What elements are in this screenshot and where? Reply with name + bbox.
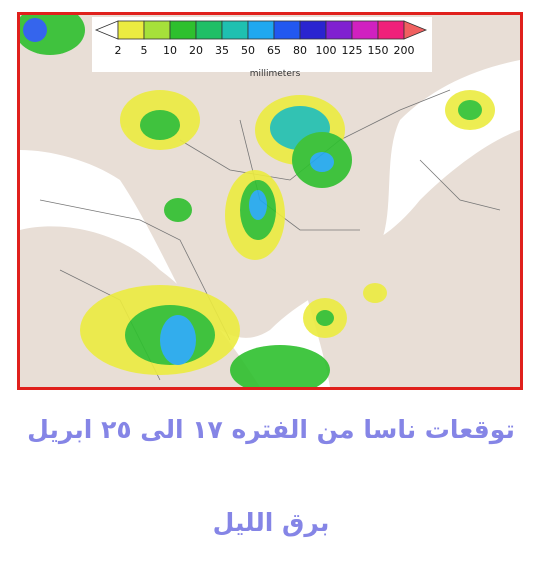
legend-unit: millimeters <box>250 69 301 79</box>
legend-label: 20 <box>189 44 203 57</box>
legend-label: 2 <box>115 44 122 57</box>
legend-label: 150 <box>368 44 389 57</box>
legend-swatch <box>117 20 145 40</box>
caption-title: توقعات ناسا من الفتره ١٧ الى ٢٥ ابريل <box>27 415 515 444</box>
legend-label: 50 <box>241 44 255 57</box>
map: 2 5 10 20 35 50 65 80 100 125 150 200 millimeters <box>17 12 523 390</box>
legend: 2 5 10 20 35 50 65 80 100 125 150 200 millimeters <box>94 20 428 79</box>
legend-label: 200 <box>394 44 415 57</box>
legend-swatch <box>195 20 223 40</box>
caption-author: برق الليل <box>212 508 330 537</box>
legend-label: 35 <box>215 44 229 57</box>
legend-swatch <box>273 20 301 40</box>
legend-swatch <box>299 20 327 40</box>
legend-label: 65 <box>267 44 281 57</box>
legend-arrow-high <box>403 20 428 40</box>
legend-label: 80 <box>293 44 307 57</box>
legend-swatch <box>247 20 275 40</box>
frame <box>17 12 523 390</box>
legend-swatch <box>351 20 379 40</box>
legend-swatch <box>169 20 197 40</box>
legend-label: 10 <box>163 44 177 57</box>
legend-label: 100 <box>316 44 337 57</box>
legend-swatch <box>325 20 353 40</box>
map-area <box>20 15 520 387</box>
legend-swatch <box>143 20 171 40</box>
legend-swatch <box>377 20 405 40</box>
legend-label: 5 <box>141 44 148 57</box>
legend-swatch <box>221 20 249 40</box>
legend-label: 125 <box>342 44 363 57</box>
